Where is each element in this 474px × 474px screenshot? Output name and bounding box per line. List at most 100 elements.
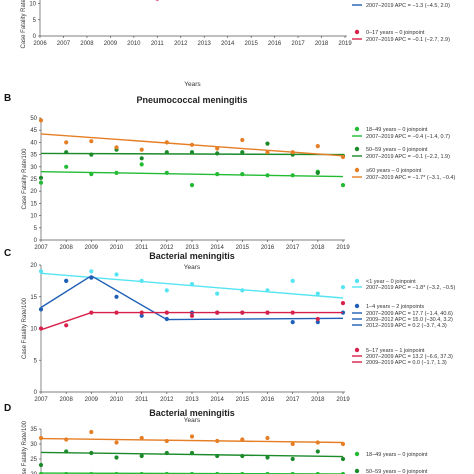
data-point-d-1 bbox=[164, 450, 169, 456]
trend-line-c-1 bbox=[40, 274, 344, 321]
data-point-b-2 bbox=[265, 150, 270, 155]
data-point-c-2 bbox=[89, 310, 94, 315]
data-point-d-0 bbox=[114, 471, 119, 474]
x-tick-label-c: 2008 bbox=[59, 397, 73, 403]
x-tick-label-b: 2012 bbox=[160, 245, 174, 251]
data-point-d-2 bbox=[340, 441, 346, 447]
data-point-c-0 bbox=[340, 285, 346, 290]
data-point-b-2 bbox=[164, 140, 169, 145]
x-tick-label-a: 2016 bbox=[268, 41, 282, 47]
trend-line-b-0 bbox=[40, 171, 344, 178]
legend-text-c: 2009–2012 APC = 15.0 (−30.4, 3.2) bbox=[366, 317, 453, 323]
legend-text-b: 50–59 years – 0 joinpoint bbox=[366, 147, 428, 153]
x-tick-label-a: 2010 bbox=[127, 41, 141, 47]
x-tick-label-b: 2018 bbox=[311, 245, 325, 251]
data-point-c-2 bbox=[240, 310, 245, 315]
data-point-c-2 bbox=[38, 326, 44, 331]
x-tick-label-c: 2007 bbox=[34, 397, 48, 403]
y-tick-label-c: 0 bbox=[34, 390, 38, 396]
data-point-d-0 bbox=[64, 471, 69, 474]
data-point-c-2 bbox=[290, 310, 295, 315]
data-point-c-2 bbox=[164, 310, 169, 315]
data-point-c-1 bbox=[89, 275, 94, 280]
data-point-d-0 bbox=[315, 471, 320, 474]
y-tick-label-b: 45 bbox=[30, 128, 37, 134]
y-tick-label-c: 15 bbox=[30, 295, 37, 301]
data-point-b-2 bbox=[89, 139, 94, 144]
x-tick-label-a: 2006 bbox=[33, 41, 47, 47]
data-point-c-1 bbox=[64, 278, 69, 283]
x-tick-label-b: 2009 bbox=[85, 245, 99, 251]
panel-label-b: B bbox=[4, 93, 11, 104]
data-point-b-1 bbox=[315, 170, 320, 175]
y-tick-label-b: 40 bbox=[30, 140, 37, 146]
data-point-b-0 bbox=[265, 173, 270, 178]
legend-marker-d bbox=[354, 451, 360, 457]
legend-marker-b bbox=[354, 146, 360, 152]
data-point-d-2 bbox=[265, 435, 270, 441]
x-axis-label-a: Years bbox=[184, 81, 201, 88]
data-point-d-2 bbox=[38, 435, 44, 441]
data-point-b-1 bbox=[189, 150, 195, 155]
y-tick-label-a: 10 bbox=[29, 2, 36, 8]
y-tick-label-b: 10 bbox=[30, 214, 37, 220]
data-point-c-0 bbox=[139, 278, 144, 283]
data-point-b-1 bbox=[164, 150, 169, 155]
data-point-d-1 bbox=[189, 450, 195, 456]
x-tick-label-a: 2012 bbox=[174, 41, 188, 47]
x-tick-label-c: 2014 bbox=[210, 397, 224, 403]
x-tick-label-b: 2008 bbox=[59, 245, 73, 251]
data-point-b-1 bbox=[215, 151, 220, 156]
legend-text-d: 18–49 years – 0 joinpoint bbox=[366, 452, 428, 458]
x-tick-label-a: 2008 bbox=[80, 41, 94, 47]
data-point-d-1 bbox=[89, 450, 94, 456]
panel-label-c: C bbox=[4, 248, 11, 259]
x-tick-label-b: 2017 bbox=[286, 245, 300, 251]
x-tick-label-b: 2007 bbox=[34, 245, 48, 251]
legend-text-c: 2009–2019 APC = 0.0 (−1.7, 1.3) bbox=[366, 360, 447, 366]
data-point-b-2 bbox=[38, 118, 44, 123]
data-point-c-1 bbox=[139, 313, 144, 318]
data-point-c-2 bbox=[114, 310, 119, 315]
data-point-d-2 bbox=[315, 440, 320, 445]
legend-marker-b bbox=[354, 167, 360, 173]
data-point-d-0 bbox=[240, 471, 245, 474]
data-point-d-0 bbox=[340, 471, 346, 474]
y-tick-label-b: 25 bbox=[30, 177, 37, 183]
data-point-c-0 bbox=[290, 278, 295, 283]
x-tick-label-b: 2016 bbox=[261, 245, 275, 251]
data-point-b-2 bbox=[315, 144, 320, 149]
y-tick-label-d: 35 bbox=[30, 427, 37, 433]
chart-title-d: Bacterial meningitis bbox=[149, 408, 235, 418]
data-point-c-0 bbox=[265, 288, 270, 293]
y-tick-label-b: 0 bbox=[34, 238, 38, 244]
legend-marker-b bbox=[354, 126, 360, 132]
data-point-b-2 bbox=[290, 150, 295, 155]
data-point-d-1 bbox=[340, 456, 346, 462]
legend-marker-c bbox=[354, 303, 360, 309]
chart-title-c: Bacterial meningitis bbox=[149, 251, 235, 261]
x-tick-label-c: 2015 bbox=[236, 397, 250, 403]
data-point-d-1 bbox=[240, 453, 245, 459]
x-tick-label-c: 2011 bbox=[135, 397, 149, 403]
data-point-d-2 bbox=[114, 440, 119, 445]
data-point-b-2 bbox=[240, 137, 245, 143]
data-point-b-0 bbox=[290, 173, 295, 178]
data-point-b-0 bbox=[89, 172, 94, 177]
data-point-c-0 bbox=[38, 269, 44, 274]
data-point-d-0 bbox=[189, 471, 195, 474]
legend-text-b: 2007–2019 APC = −0.4 (−1.4, 0.7) bbox=[366, 134, 450, 140]
legend-text-c: 5–17 years – 1 joinpoint bbox=[366, 348, 425, 354]
data-point-c-2 bbox=[265, 310, 270, 315]
data-point-a-2 bbox=[155, 0, 159, 1]
data-point-d-1 bbox=[64, 449, 69, 454]
data-point-c-0 bbox=[215, 291, 220, 296]
x-tick-label-c: 2010 bbox=[110, 397, 124, 403]
data-point-c-0 bbox=[240, 288, 245, 293]
legend-text-c: 2007–2009 APC = 13.2 (−6.6, 37.3) bbox=[366, 354, 453, 360]
data-point-c-2 bbox=[64, 323, 69, 328]
y-tick-label-b: 15 bbox=[30, 201, 37, 207]
data-point-b-1 bbox=[139, 156, 144, 161]
y-axis-label-d: Case Fatality Rate/100 bbox=[22, 420, 28, 474]
